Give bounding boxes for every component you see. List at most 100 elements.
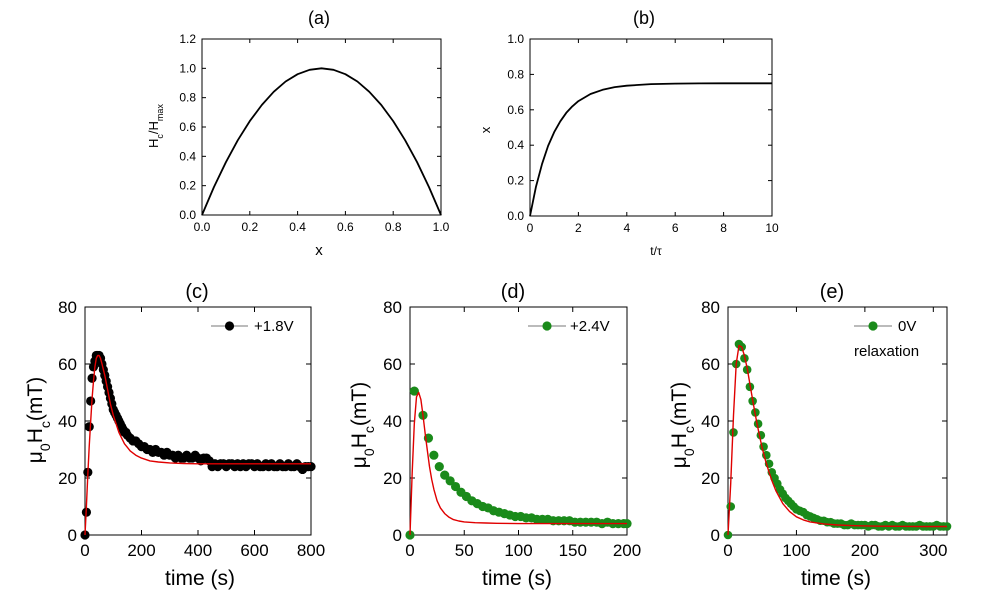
x-tick-label: 0 [80,541,89,560]
panel-c-title: (c) [185,281,208,303]
y-tick-label: 0.0 [507,209,524,223]
panel-a-plot: 0.0 0.2 0.4 0.6 0.8 1.0 0.0 0.2 0.4 0.6 0.8 1.0 1.2 [179,32,449,234]
y-tick-label: 0.2 [507,174,524,188]
x-tick-label: 0.8 [385,220,402,234]
data-point [84,422,94,432]
panel-d-ylabel: μ0Hc(mT) [348,382,377,468]
fit-line [409,391,627,536]
data-point [87,373,97,383]
legend-marker [224,321,235,331]
panel-d-plot: 0 50 100 150 200 0 20 40 60 80 +2.4V [383,298,641,560]
legend-label: +2.4V [570,318,610,335]
x-tick-label: 200 [851,541,879,560]
y-tick-label: 40 [58,412,77,431]
x-tick-label: 800 [297,541,325,560]
y-tick-label: 20 [701,469,720,488]
x-tick-label: 0.2 [241,220,258,234]
x-tick-label: 0.4 [289,220,306,234]
data-point [434,462,444,472]
y-tick-label: 0.2 [179,179,196,193]
data-point [445,476,455,486]
y-tick-label: 0.4 [179,149,196,163]
y-tick-label: 1.0 [507,32,524,46]
fit-line [84,354,311,536]
y-tick-label: 0.8 [179,91,196,105]
y-tick-label: 40 [383,412,402,431]
plot-frame [409,306,628,536]
data-point [86,396,96,406]
panel-e-title: (e) [820,281,844,303]
y-tick-label: 40 [701,412,720,431]
x-tick-label: 1.0 [433,220,450,234]
panel-a-ylabel: Hc/Hmax [146,104,165,148]
x-tick-label: 200 [127,541,155,560]
legend-label: +1.8V [254,318,294,335]
y-tick-label: 0.0 [179,208,196,222]
panel-a: (a) 0.0 0.2 0.4 0.6 0.8 1.0 0.0 0.2 0.4 0.6 0.8 1.0… [146,8,450,259]
x-tick-label: 2 [575,221,582,235]
y-tick-label: 80 [701,298,720,317]
y-tick-label: 0 [393,526,402,545]
x-tick-label: 0 [527,221,534,235]
panel-c-ylabel: μ0Hc(mT) [24,377,53,463]
x-tick-label: 300 [919,541,947,560]
panel-b-xlabel: t/τ [650,244,662,258]
x-tick-label: 200 [613,541,641,560]
panel-c-plot: 0 200 400 600 800 0 20 40 60 80 +1.8V [58,298,325,560]
plot-frame [529,38,773,217]
data-point [440,470,450,480]
panel-e-xlabel: time (s) [801,567,871,590]
x-tick-label: 4 [623,221,630,235]
y-tick-label: 1.2 [179,32,196,46]
data-point [726,502,736,511]
plot-frame [201,38,442,216]
panel-b: (b) 0 2 4 6 8 10 0.0 0.2 0.4 0.6 0.8 1.0 t/τ x [478,8,779,258]
x-tick-label: 600 [240,541,268,560]
x-tick-label: 100 [782,541,810,560]
panel-e: (e) 0 100 200 300 0 20 40 60 80 0V relaxation time… [668,281,952,590]
data-point [409,386,419,396]
panel-a-xlabel: x [315,242,323,259]
panel-e-plot: 0 100 200 300 0 20 40 60 80 0V relaxation [701,298,952,560]
x-tick-label: 100 [504,541,532,560]
fit-line [727,344,947,536]
y-tick-label: 0.8 [507,67,524,81]
y-tick-label: 20 [383,469,402,488]
y-tick-label: 1.0 [179,61,196,75]
y-tick-label: 80 [58,298,77,317]
x-tick-label: 0.6 [337,220,354,234]
panel-b-title: (b) [633,8,655,28]
x-tick-label: 6 [672,221,679,235]
legend-label: 0V [898,318,916,335]
panel-b-ylabel: x [478,126,493,133]
x-tick-label: 400 [184,541,212,560]
data-point [450,481,461,492]
panel-c-xlabel: time (s) [165,567,235,590]
panel-c: (c) 0 200 400 600 800 0 20 40 60 80 +1.8V time (s)… [24,281,325,590]
legend-marker [542,321,552,331]
x-tick-label: 150 [559,541,587,560]
panel-d-xlabel: time (s) [482,567,552,590]
data-point [756,430,766,440]
series-line [201,67,442,216]
y-tick-label: 80 [383,298,402,317]
panel-d-title: (d) [501,281,525,303]
y-tick-label: 60 [58,355,77,374]
series-line [529,82,772,217]
panel-a-title: (a) [308,8,330,28]
x-tick-label: 0 [405,541,414,560]
y-tick-label: 0.6 [507,103,524,117]
data-point [429,450,439,460]
y-tick-label: 0 [711,526,720,545]
panel-b-plot: 0 2 4 6 8 10 0.0 0.2 0.4 0.6 0.8 1.0 [507,32,779,235]
y-tick-label: 60 [383,355,402,374]
legend-marker [868,321,878,331]
x-tick-label: 50 [455,541,474,560]
x-tick-label: 0 [723,541,732,560]
x-tick-label: 0.0 [194,220,211,234]
y-tick-label: 0.4 [507,138,524,152]
y-tick-label: 60 [701,355,720,374]
panel-e-ylabel: μ0Hc(mT) [668,382,697,468]
